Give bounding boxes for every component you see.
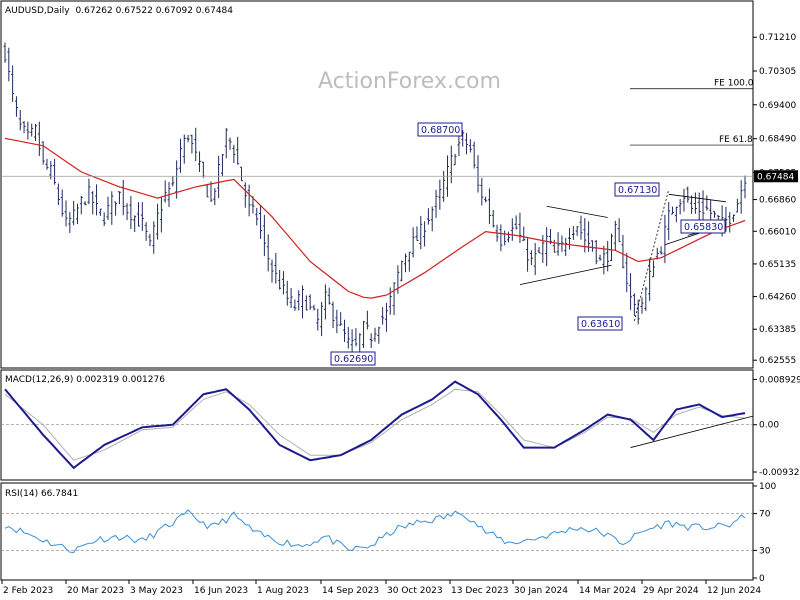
- rsi-line: [1, 509, 753, 554]
- rebound-dotted-line: [633, 189, 670, 321]
- price-y-axis: 0.712100.703050.694000.684900.675850.668…: [753, 33, 798, 366]
- price-y-tick-label: 0.68490: [759, 135, 796, 145]
- x-tick-label: 13 Dec 2023: [451, 586, 509, 596]
- chart-title: AUDUSD,Daily 0.67262 0.67522 0.67092 0.67…: [5, 6, 233, 16]
- price-bars: [3, 42, 747, 365]
- x-tick-label: 3 May 2023: [130, 586, 183, 596]
- x-tick-label: 20 Mar 2023: [67, 586, 124, 596]
- x-axis: 2 Feb 2023 20 Mar 2023 3 May 2023 16 Jun 20…: [1, 580, 761, 596]
- x-tick-label: 14 Mar 2024: [579, 586, 636, 596]
- price-y-tick-label: 0.62555: [759, 356, 796, 366]
- x-tick-label: 30 Oct 2023: [387, 586, 443, 596]
- price-callout-box: [680, 219, 726, 234]
- macd-lines: [1, 380, 754, 470]
- rsi-y-tick-label: 30: [759, 546, 771, 556]
- rsi-y-axis: 100 70 30 0: [753, 482, 776, 584]
- x-tick-label: 16 Jun 2023: [194, 586, 248, 596]
- triangle-upper-line: [546, 205, 608, 218]
- price-callout-box: [417, 122, 463, 137]
- symbol-label: AUDUSD,Daily: [5, 6, 70, 16]
- price-y-tick-label: 0.69400: [759, 101, 796, 111]
- fe-618-label: FE 61.8: [719, 135, 753, 145]
- rsi-y-tick-label: 0: [759, 574, 765, 584]
- price-callout-label: 0.63610: [581, 319, 620, 330]
- rsi-panel: [0, 482, 754, 581]
- price-callout-box: [614, 182, 660, 197]
- last-price-tag: [754, 170, 798, 183]
- macd-y-tick-label: 0.00: [759, 421, 779, 431]
- price-callout-label: 0.65830: [684, 222, 723, 233]
- price-y-tick-label: 0.70305: [759, 67, 796, 77]
- x-tick-label: 29 Apr 2024: [643, 586, 699, 596]
- x-tick-label: 30 Jan 2024: [514, 586, 568, 596]
- price-y-tick-label: 0.65135: [759, 260, 796, 270]
- price-annotations: FE 100.0 FE 61.8 0.68700 0.62690 0.67130 0.63…: [1, 79, 754, 366]
- price-callout-box: [577, 316, 623, 331]
- price-callout-label: 0.67130: [618, 185, 657, 196]
- rsi-y-tick-label: 100: [759, 482, 776, 492]
- price-callout-label: 0.62690: [334, 354, 373, 365]
- price-y-tick-label: 0.66860: [759, 196, 796, 206]
- x-tick-label: 2 Feb 2023: [3, 586, 53, 596]
- x-tick-label: 1 Aug 2023: [257, 586, 309, 596]
- ohlc-label: 0.67262 0.67522 0.67092 0.67484: [76, 6, 234, 16]
- moving-average-line: [4, 137, 746, 299]
- x-tick-label: 12 Jun 2024: [707, 586, 761, 596]
- price-y-tick-label: 0.64260: [759, 293, 796, 303]
- flag-upper-line: [668, 193, 726, 203]
- fe-100-label: FE 100.0: [714, 79, 754, 89]
- price-y-tick-label: 0.63385: [759, 325, 796, 335]
- macd-y-tick-label: 0.008929: [759, 375, 800, 385]
- moving-average: [4, 137, 746, 299]
- macd-trendline: [630, 415, 754, 448]
- price-y-tick-label: 0.66010: [759, 227, 796, 237]
- x-tick-label: 14 Sep 2023: [322, 586, 379, 596]
- rsi-y-tick-label: 70: [759, 510, 771, 520]
- macd-main-line: [4, 380, 746, 470]
- watermark: ActionForex.com: [318, 69, 501, 94]
- price-callout-box: [330, 351, 376, 366]
- price-y-tick-label: 0.71210: [759, 33, 796, 43]
- macd-title: MACD(12,26,9) 0.002319 0.001276: [5, 375, 165, 385]
- rsi-title: RSI(14) 66.7841: [5, 489, 78, 499]
- rsi-series-line: [4, 509, 746, 554]
- triangle-lower-line: [519, 264, 612, 286]
- last-price-label: 0.67484: [757, 172, 794, 182]
- price-callout-label: 0.68700: [421, 125, 460, 136]
